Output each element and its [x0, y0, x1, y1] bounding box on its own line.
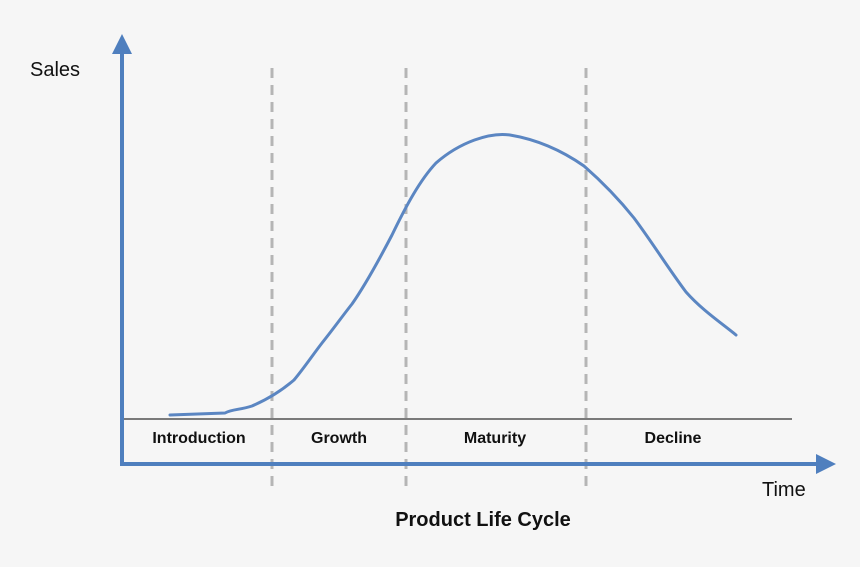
stage-label-maturity: Maturity — [464, 430, 526, 447]
diagram-title: Product Life Cycle — [395, 509, 571, 531]
x-axis-label: Time — [762, 479, 806, 501]
stage-label-decline: Decline — [645, 430, 702, 447]
y-axis-label: Sales — [30, 59, 80, 81]
sales-curve — [168, 132, 738, 417]
stage-label-introduction: Introduction — [152, 430, 245, 447]
stage-label-growth: Growth — [311, 430, 367, 447]
